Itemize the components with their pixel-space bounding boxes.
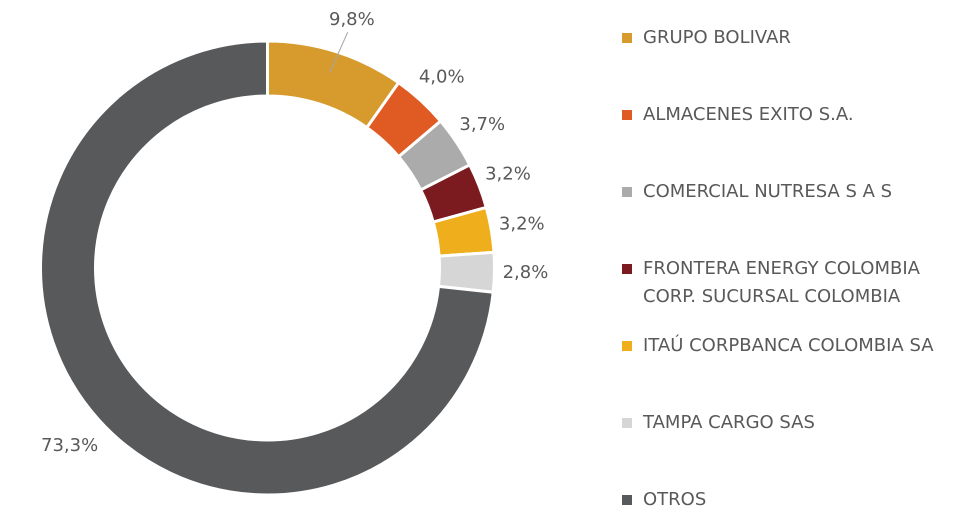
legend-swatch: [622, 264, 632, 274]
legend-swatch: [622, 418, 632, 428]
data-label: 3,7%: [459, 114, 505, 135]
data-label: 4,0%: [419, 67, 465, 88]
legend-entry: FRONTERA ENERGY COLOMBIA CORP. SUCURSAL …: [622, 255, 952, 311]
legend-entry: ITAÚ CORPBANCA COLOMBIA SA: [622, 332, 952, 360]
legend-swatch: [622, 187, 632, 197]
legend-entry: ALMACENES EXITO S.A.: [622, 101, 952, 129]
legend-swatch: [622, 495, 632, 505]
legend-label: FRONTERA ENERGY COLOMBIA CORP. SUCURSAL …: [643, 258, 920, 307]
data-label: 73,3%: [41, 435, 98, 456]
data-label: 9,8%: [329, 9, 375, 30]
legend-entry: COMERCIAL NUTRESA S A S: [622, 178, 952, 206]
legend-label: GRUPO BOLIVAR: [643, 27, 791, 48]
data-label: 3,2%: [499, 213, 545, 234]
donut-segment: [39, 39, 495, 497]
legend-swatch: [622, 341, 632, 351]
data-label: 3,2%: [485, 164, 531, 185]
legend-label: ITAÚ CORPBANCA COLOMBIA SA: [643, 335, 934, 356]
data-label: 2,8%: [503, 262, 549, 283]
legend-entry: OTROS: [622, 486, 952, 508]
leader-line: [329, 32, 349, 73]
legend-entry: TAMPA CARGO SAS: [622, 409, 952, 437]
legend-label: ALMACENES EXITO S.A.: [643, 104, 854, 125]
legend-entry: GRUPO BOLIVAR: [622, 24, 952, 52]
legend-label: COMERCIAL NUTRESA S A S: [643, 181, 893, 202]
legend-swatch: [622, 33, 632, 43]
legend-label: TAMPA CARGO SAS: [643, 412, 815, 433]
legend-swatch: [622, 110, 632, 120]
legend-label: OTROS: [643, 489, 707, 508]
